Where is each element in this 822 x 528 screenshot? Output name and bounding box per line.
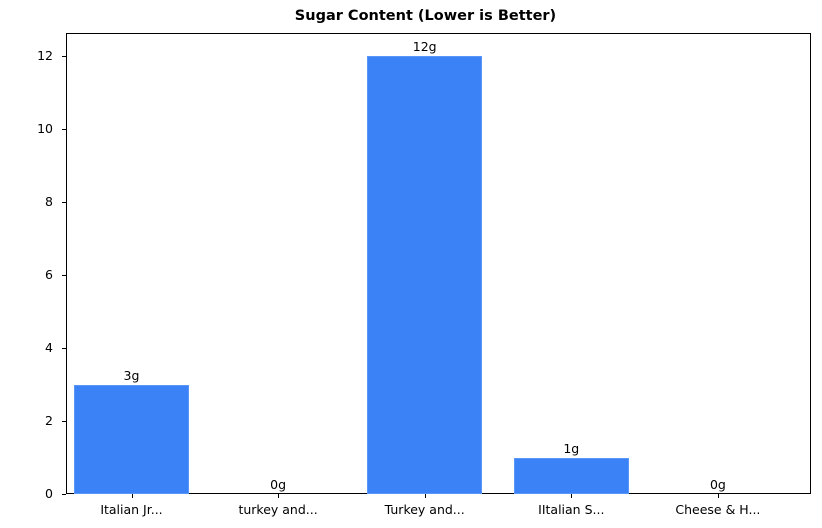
x-tick-label: turkey and... <box>238 502 318 517</box>
y-tick-label: 12 <box>37 48 53 63</box>
y-tick-mark <box>62 494 66 495</box>
x-tick-mark <box>424 494 426 498</box>
y-tick: 8 <box>0 194 66 216</box>
x-tick-label: Italian Jr... <box>100 502 163 517</box>
bar <box>513 457 629 494</box>
y-tick: 12 <box>0 48 66 70</box>
bar-value-label: 0g <box>270 477 287 492</box>
y-tick-label: 8 <box>45 194 53 209</box>
y-tick-mark <box>62 202 66 203</box>
y-tick: 10 <box>0 121 66 143</box>
bar-value-label: 1g <box>563 440 580 456</box>
x-tick-mark <box>131 494 133 498</box>
y-tick: 0 <box>0 486 66 508</box>
x-tick-mark <box>278 494 280 498</box>
x-tick-mark <box>717 494 719 498</box>
y-tick-label: 4 <box>45 340 53 355</box>
x-tick-label: Turkey and... <box>384 502 465 517</box>
y-tick: 2 <box>0 413 66 435</box>
y-tick-mark <box>62 56 66 57</box>
y-tick-label: 10 <box>37 121 53 136</box>
y-tick-label: 0 <box>45 486 53 501</box>
y-tick-label: 6 <box>45 267 53 282</box>
y-tick: 6 <box>0 267 66 289</box>
bar-value-label: 0g <box>709 477 726 492</box>
x-tick-mark <box>571 494 573 498</box>
bar <box>367 56 483 494</box>
x-tick-label: Cheese & H... <box>675 502 761 517</box>
bar <box>74 384 189 494</box>
y-tick-mark <box>62 275 66 276</box>
y-tick-label: 2 <box>45 413 53 428</box>
y-tick-mark <box>62 129 66 130</box>
y-tick-mark <box>62 348 66 349</box>
y-tick-mark <box>62 421 66 422</box>
y-tick: 4 <box>0 340 66 362</box>
x-tick-label: IItalian S... <box>538 502 605 517</box>
bar-value-label: 3g <box>123 367 140 383</box>
bar-value-label: 12g <box>412 39 437 54</box>
chart-title: Sugar Content (Lower is Better) <box>294 8 557 24</box>
